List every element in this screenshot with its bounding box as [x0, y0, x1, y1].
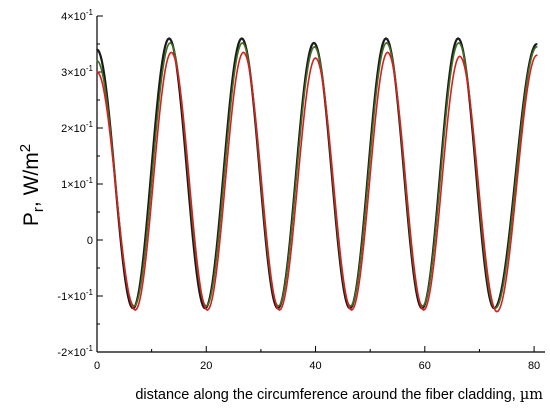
series-3-point — [350, 309, 353, 311]
series-2-point — [277, 305, 280, 307]
y-tick-label-base: -1×10 — [57, 291, 85, 303]
series-2-point — [133, 305, 135, 307]
y-tick-label: -2×10-1 — [57, 344, 93, 359]
y-axis-title: Pr, W/m2 — [17, 144, 47, 226]
y-tick-label-exp: -1 — [86, 64, 94, 73]
y-tick-label-exp: -1 — [86, 288, 94, 297]
x-axis-title-unit: µm — [520, 387, 543, 403]
x-tick-label: 80 — [528, 360, 540, 372]
series-2-point — [385, 42, 388, 44]
y-tick-label-exp: -1 — [86, 344, 94, 353]
series-2-point — [536, 46, 538, 48]
x-tick-label: 20 — [200, 360, 212, 372]
series-3-point — [134, 309, 137, 311]
y-tick-label-base: 3×10 — [61, 67, 86, 79]
y-tick-label: 1×10-1 — [61, 176, 93, 191]
series-3-point — [170, 51, 173, 54]
y-ticks: 4×10-13×10-12×10-11×10-10-1×10-1-2×10-1 — [57, 8, 103, 359]
series-1-point — [240, 37, 243, 40]
x-tick-label: 40 — [309, 360, 321, 372]
y-tick-label-base: 2×10 — [61, 123, 86, 135]
series-1-point — [536, 43, 538, 45]
y-axis-title-unit: , W/m — [20, 152, 43, 207]
series-3-point — [314, 57, 317, 59]
x-axis-title: distance along the circumference around … — [135, 387, 543, 403]
series-line-3 — [96, 51, 538, 313]
series-layer — [96, 37, 538, 313]
series-1-point — [313, 42, 315, 44]
series-3-point — [422, 309, 425, 311]
x-tick-label: 0 — [94, 360, 100, 372]
y-tick-label: 0 — [87, 235, 93, 247]
y-tick-label-exp: -1 — [86, 8, 94, 17]
y-tick-label: 2×10-1 — [61, 120, 93, 135]
y-tick-label-exp: -1 — [86, 176, 94, 185]
y-tick-label-base: 0 — [87, 235, 93, 247]
x-axis-title-text: distance along the circumference around … — [135, 387, 519, 403]
series-3-point — [496, 310, 498, 313]
y-axis-title-sub: r — [30, 207, 47, 212]
series-3-point — [458, 55, 461, 58]
series-2-point — [241, 42, 244, 44]
series-3-point — [242, 51, 245, 54]
series-3-point — [96, 71, 98, 73]
series-1-point — [385, 37, 387, 40]
y-tick-label-base: 4×10 — [61, 11, 86, 23]
series-line-1 — [96, 37, 538, 310]
series-3-point — [386, 51, 389, 54]
series-2-point — [205, 305, 208, 307]
series-2-point — [421, 305, 424, 307]
series-1-point — [96, 48, 98, 51]
y-tick-label: 4×10-1 — [61, 8, 93, 23]
y-tick-label-base: 1×10 — [61, 179, 86, 191]
y-tick-label-base: -2×10 — [57, 347, 85, 359]
series-3-point — [536, 54, 538, 56]
series-3-point — [206, 309, 209, 311]
y-tick-label: 3×10-1 — [61, 64, 93, 79]
series-1-point — [168, 37, 170, 40]
series-2-point — [96, 60, 98, 62]
series-2-point — [313, 46, 316, 48]
y-tick-label-exp: -1 — [86, 120, 94, 129]
y-axis-title-sup: 2 — [17, 144, 34, 152]
x-ticks: 0 20 40 60 80 — [94, 346, 540, 372]
series-3-point — [278, 309, 281, 311]
series-1-point — [457, 37, 459, 40]
x-tick-label: 60 — [419, 360, 431, 372]
series-2-point — [349, 305, 352, 307]
y-tick-label: -1×10-1 — [57, 288, 93, 303]
series-2-point — [457, 42, 460, 44]
series-2-point — [169, 42, 172, 44]
y-axis-title-main: P — [20, 212, 43, 226]
